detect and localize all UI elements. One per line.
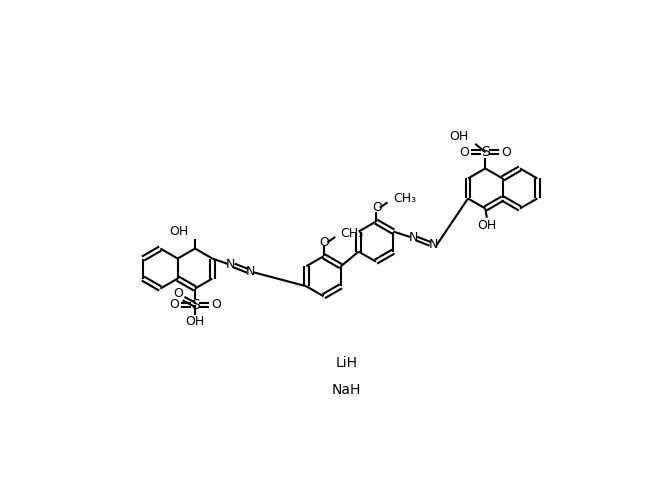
Text: CH₃: CH₃ bbox=[393, 192, 416, 205]
Text: O: O bbox=[501, 146, 511, 159]
Text: S: S bbox=[481, 145, 490, 159]
Text: N: N bbox=[429, 238, 438, 251]
Text: N: N bbox=[409, 231, 418, 244]
Text: N: N bbox=[226, 258, 236, 271]
Text: NaH: NaH bbox=[332, 383, 362, 397]
Text: LiH: LiH bbox=[336, 356, 358, 370]
Text: OH: OH bbox=[478, 219, 496, 232]
Text: S: S bbox=[190, 298, 199, 312]
Text: O: O bbox=[320, 236, 329, 249]
Text: O: O bbox=[460, 146, 470, 159]
Text: OH: OH bbox=[449, 130, 468, 143]
Text: O: O bbox=[173, 287, 183, 300]
Text: OH: OH bbox=[185, 315, 204, 328]
Text: N: N bbox=[246, 265, 256, 278]
Text: OH: OH bbox=[170, 225, 189, 238]
Text: O: O bbox=[211, 298, 220, 311]
Text: CH₃: CH₃ bbox=[340, 227, 364, 240]
Text: O: O bbox=[169, 298, 179, 311]
Text: O: O bbox=[372, 201, 382, 214]
